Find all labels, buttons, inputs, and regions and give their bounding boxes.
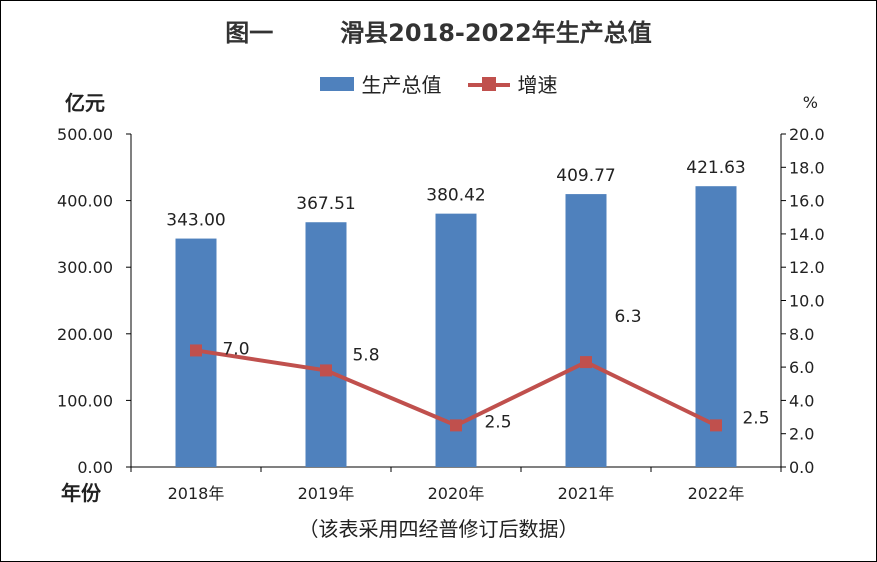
x-axis-caption: 年份 [61,481,101,505]
growth-data-label: 5.8 [352,345,379,365]
bar-data-label: 421.63 [686,158,745,178]
right-axis-unit: % [802,93,818,112]
growth-data-label: 6.3 [614,307,641,327]
legend-item-growth: 增速 [467,69,558,98]
right-axis-tick-label: 0.0 [789,458,814,477]
chart-note: （该表采用四经普修订后数据） [298,517,579,541]
legend-swatch-bar [319,76,354,91]
right-axis-tick-label: 4.0 [789,391,814,410]
legend-label-gdp: 生产总值 [361,73,442,97]
bar-data-label: 409.77 [556,166,615,186]
left-axis-tick-label: 500.00 [57,125,113,144]
bar-data-label: 343.00 [166,211,225,231]
legend-swatch-line [467,76,510,91]
left-axis-tick-label: 300.00 [57,258,113,277]
right-axis-tick-label: 2.0 [789,425,814,444]
x-axis-tick-label: 2020年 [428,484,485,503]
growth-point [320,364,332,377]
right-axis-tick-label: 12.0 [789,258,825,277]
chart-legend: 生产总值 增速 [1,69,876,98]
bar-data-label: 380.42 [426,186,485,206]
left-axis-tick-label: 400.00 [57,192,113,211]
right-axis-tick-label: 8.0 [789,325,814,344]
left-axis-tick-label: 200.00 [57,325,113,344]
bar-data-label: 367.51 [296,194,355,214]
right-axis-tick-label: 16.0 [789,192,825,211]
chart-title: 图一 滑县2018-2022年生产总值 [225,19,652,47]
x-axis-tick-label: 2019年 [298,484,355,503]
x-axis-tick-label: 2018年 [168,484,225,503]
growth-point [190,344,202,357]
right-axis-tick-label: 14.0 [789,225,825,244]
bar-gdp [305,222,347,467]
growth-data-label: 2.5 [742,408,769,428]
growth-data-label: 7.0 [222,339,249,359]
x-axis-tick-label: 2021年 [558,484,615,503]
legend-item-gdp: 生产总值 [319,69,442,98]
legend-label-growth: 增速 [517,73,558,97]
right-axis-tick-label: 20.0 [789,125,825,144]
right-axis-tick-label: 18.0 [789,158,825,177]
right-axis-tick-label: 6.0 [789,358,814,377]
growth-point [450,419,462,432]
left-axis-tick-label: 100.00 [57,391,113,410]
left-axis-unit: 亿元 [65,91,105,115]
growth-point [580,356,592,369]
bar-gdp [565,194,607,467]
left-axis-tick-label: 0.00 [77,458,113,477]
right-axis-tick-label: 10.0 [789,292,825,311]
growth-data-label: 2.5 [484,412,511,432]
x-axis-tick-label: 2022年 [688,484,745,503]
growth-point [710,419,722,432]
